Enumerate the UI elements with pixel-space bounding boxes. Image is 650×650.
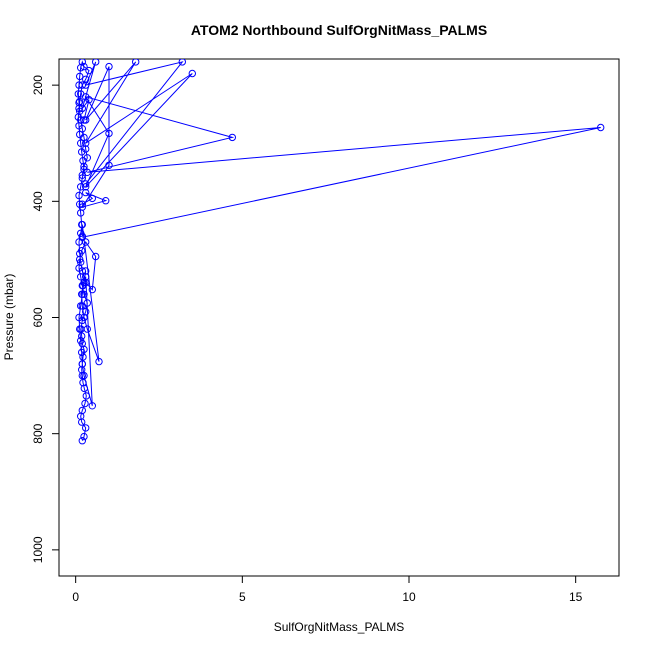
data-point — [78, 360, 87, 368]
data-point — [80, 162, 88, 171]
data-point — [78, 437, 87, 445]
data-point — [82, 188, 90, 197]
data-point — [77, 337, 85, 345]
data-point — [76, 97, 84, 106]
data-point — [76, 72, 84, 81]
data-point — [83, 168, 92, 177]
data-point — [78, 267, 87, 275]
data-point — [80, 62, 88, 71]
data-point — [83, 154, 92, 162]
y-axis: 200 400 600 800 1000 — [31, 75, 60, 563]
data-point — [78, 203, 87, 211]
data-point — [78, 348, 86, 357]
y-tick-label: 1000 — [31, 536, 45, 563]
series-line — [78, 224, 100, 441]
data-point — [102, 197, 110, 205]
data-point — [77, 139, 85, 147]
data-point — [92, 59, 100, 66]
data-point — [78, 233, 87, 242]
data-point — [95, 357, 103, 366]
data-point — [81, 399, 89, 408]
x-tick-label: 10 — [402, 590, 416, 604]
data-point — [78, 332, 86, 340]
chart-title: ATOM2 Northbound SulfOrgNitMass_PALMS — [191, 22, 487, 38]
data-point — [188, 69, 197, 78]
data-point — [76, 249, 84, 258]
data-point — [75, 313, 83, 322]
x-tick-label: 15 — [569, 590, 583, 604]
data-point — [82, 75, 90, 84]
data-point — [78, 200, 87, 208]
y-tick-label: 400 — [31, 191, 45, 211]
data-point — [79, 378, 87, 387]
data-point — [78, 406, 87, 415]
data-point — [82, 81, 90, 89]
data-point — [77, 258, 85, 266]
data-point — [83, 325, 92, 333]
series-line — [81, 61, 601, 238]
y-tick-label: 600 — [31, 307, 45, 327]
data-point — [78, 125, 87, 133]
data-point — [77, 64, 85, 72]
y-axis-label: Pressure (mbar) — [2, 274, 16, 361]
data-point — [88, 285, 97, 294]
data-point — [82, 139, 90, 147]
data-point — [82, 145, 90, 153]
data-point — [105, 129, 113, 138]
x-axis: 0 5 10 15 — [72, 575, 583, 604]
data-point — [75, 191, 83, 200]
data-point — [92, 252, 100, 261]
data-point — [82, 267, 90, 275]
series-3 — [78, 59, 605, 242]
series-2 — [74, 59, 93, 240]
data-point — [78, 290, 87, 298]
plot-area-frame — [58, 58, 620, 577]
data-point — [85, 96, 93, 104]
data-point — [88, 194, 97, 203]
data-point — [77, 116, 85, 124]
data-point — [228, 133, 237, 142]
x-axis-label: SulfOrgNitMass_PALMS — [274, 620, 404, 634]
data-point — [79, 281, 87, 290]
data-point — [132, 59, 140, 66]
y-tick-label: 800 — [31, 423, 45, 443]
data-point — [76, 325, 84, 333]
series-line — [81, 61, 184, 185]
data-point — [74, 90, 83, 98]
data-point — [80, 371, 88, 380]
x-tick-label: 0 — [72, 590, 79, 604]
data-point — [78, 104, 87, 113]
data-point — [105, 62, 113, 71]
data-point — [597, 123, 605, 132]
data-point — [75, 98, 83, 107]
data-point — [82, 392, 91, 400]
data-point — [105, 161, 113, 170]
data-point — [82, 424, 90, 432]
plot-layer — [74, 59, 605, 445]
data-point — [77, 302, 85, 310]
data-point — [78, 220, 86, 229]
data-point — [178, 59, 186, 66]
data-point — [79, 353, 87, 361]
data-point — [80, 313, 88, 322]
data-point — [80, 116, 88, 124]
data-point — [82, 180, 90, 188]
data-point — [78, 174, 87, 182]
data-point — [80, 278, 88, 287]
series-1 — [75, 220, 103, 445]
y-tick-label: 200 — [31, 75, 45, 95]
data-point — [88, 402, 97, 410]
data-point — [80, 432, 88, 441]
x-tick-label: 5 — [239, 590, 246, 604]
series-4 — [78, 59, 186, 188]
